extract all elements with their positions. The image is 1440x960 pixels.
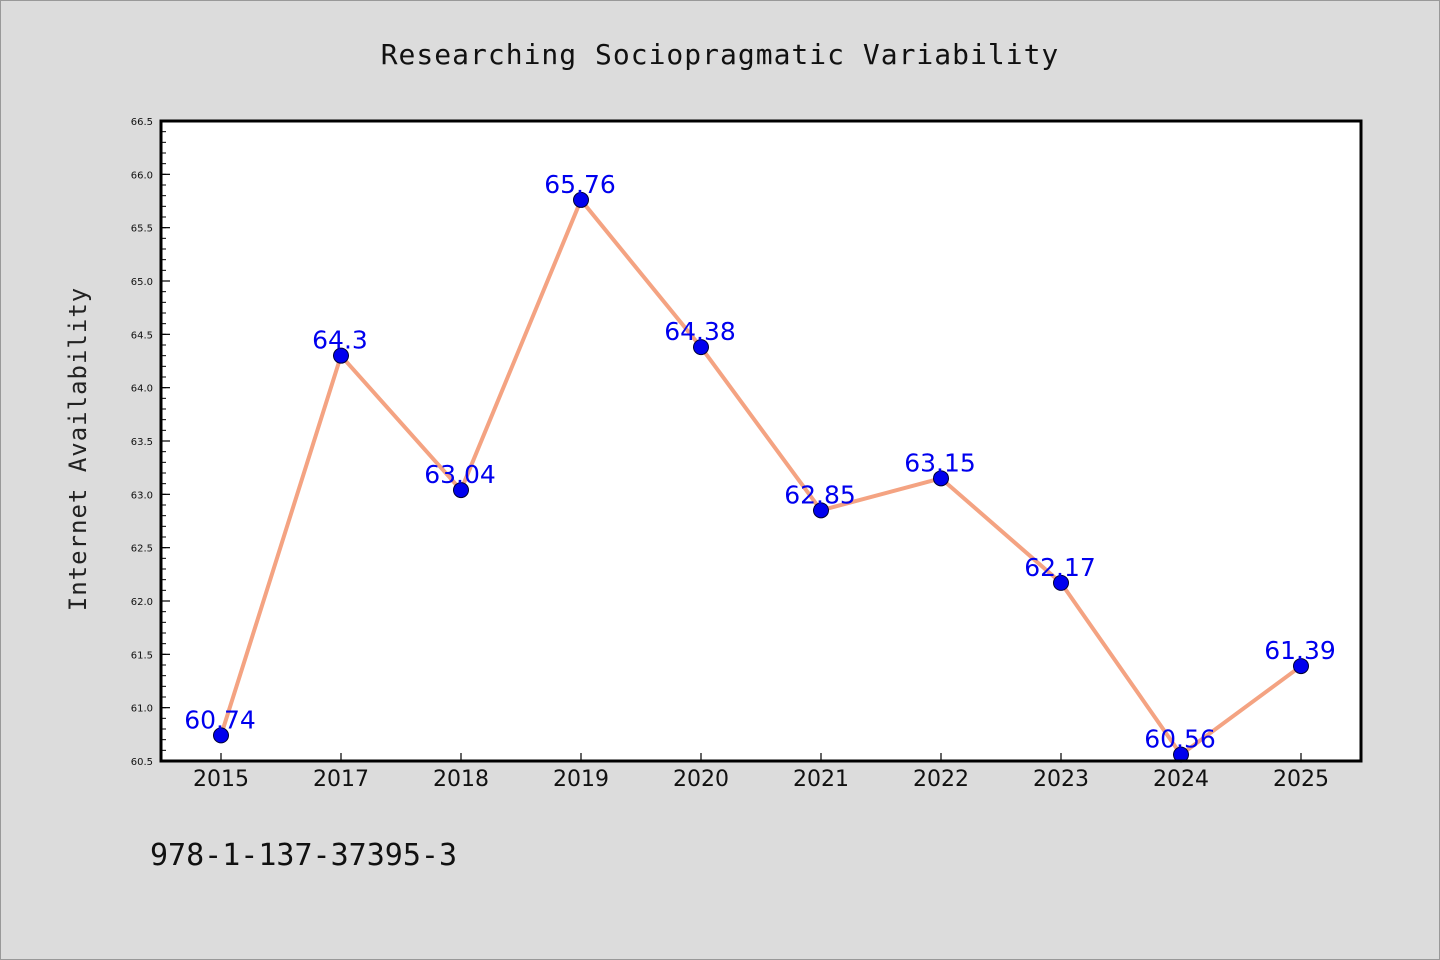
data-point <box>693 339 709 356</box>
y-tick-label: 63.0 <box>131 490 153 501</box>
plot-area <box>161 121 1361 761</box>
isbn-text: 978-1-137-37395-3 <box>150 838 457 873</box>
x-tick-label: 2020 <box>673 767 729 792</box>
data-labels: 60.74 64.3 63.04 65.76 64.38 62.85 63.15 62.17 6… <box>184 170 1336 754</box>
y-tick-label: 64.5 <box>131 330 153 341</box>
y-axis-label: Internet Availability <box>64 287 92 611</box>
data-label: 64.3 <box>312 326 368 355</box>
data-point <box>933 470 949 487</box>
data-label: 64.38 <box>664 317 736 346</box>
y-tick-label: 61.5 <box>131 650 153 661</box>
plot-frame <box>159 119 1363 763</box>
x-tick-label: 2025 <box>1273 767 1329 792</box>
chart-title: Researching Sociopragmatic Variability <box>381 38 1060 71</box>
data-label: 61.39 <box>1264 636 1336 665</box>
data-label: 62.85 <box>784 480 856 509</box>
data-label: 65.76 <box>544 170 616 199</box>
data-label: 60.56 <box>1144 725 1216 754</box>
x-tick-label: 2015 <box>193 767 249 792</box>
data-point <box>813 502 829 519</box>
data-point <box>1293 658 1309 675</box>
y-tick-label: 65.5 <box>131 224 153 235</box>
data-label: 62.17 <box>1024 553 1096 582</box>
y-tick-label: 63.5 <box>131 437 153 448</box>
data-point <box>453 482 469 499</box>
data-label: 63.15 <box>904 448 976 477</box>
y-tick-label: 61.0 <box>131 704 153 715</box>
data-point <box>333 347 349 364</box>
series-line <box>219 197 1303 757</box>
x-tick-label: 2019 <box>553 767 609 792</box>
data-point <box>1053 574 1069 591</box>
data-point <box>573 191 589 208</box>
y-tick-label: 62.0 <box>131 597 153 608</box>
y-tick-label: 64.0 <box>131 384 153 395</box>
x-tick-label: 2024 <box>1153 767 1209 792</box>
x-tick-label: 2021 <box>793 767 849 792</box>
x-axis: 2015 2017 2018 2019 2020 2021 2022 2023 2024 2025 <box>193 753 1329 792</box>
data-label: 63.04 <box>424 460 496 489</box>
x-tick-label: 2017 <box>313 767 369 792</box>
x-tick-label: 2022 <box>913 767 969 792</box>
y-tick-label: 65.0 <box>131 277 153 288</box>
y-tick-label: 66.0 <box>131 170 153 181</box>
x-tick-label: 2018 <box>433 767 489 792</box>
y-tick-label: 66.5 <box>131 117 153 128</box>
y-tick-label: 60.5 <box>131 757 153 768</box>
y-tick-label: 62.5 <box>131 544 153 555</box>
data-label: 60.74 <box>184 705 256 734</box>
x-tick-label: 2023 <box>1033 767 1089 792</box>
data-markers <box>213 191 1309 763</box>
data-point <box>213 727 229 744</box>
